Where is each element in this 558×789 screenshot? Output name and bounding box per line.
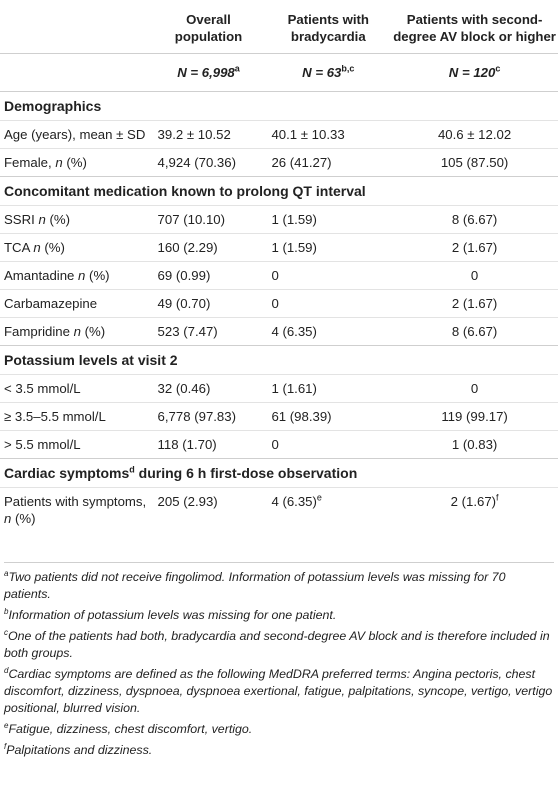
section-demographics: Demographics <box>0 91 558 121</box>
header-n-overall: N = 6,998a <box>151 53 266 92</box>
header-overall: Overall population <box>174 12 243 44</box>
header-n-av-block: N = 120c <box>391 53 558 92</box>
header-av-block: Patients with second-degree AV block or … <box>393 12 556 44</box>
table-row-symptoms: Patients with symptoms, n (%) 205 (2.93)… <box>0 487 558 532</box>
table-row-potassium-high: > 5.5 mmol/L 118 (1.70) 0 1 (0.83) <box>0 430 558 459</box>
footnote-b: bInformation of potassium levels was mis… <box>4 606 337 622</box>
section-cardiac: Cardiac symptomsd during 6 h first-dose … <box>0 458 558 488</box>
footnote-f: fPalpitations and dizziness. <box>4 741 153 757</box>
data-table: Overall population Patients with bradyca… <box>0 0 558 532</box>
header-n-row: N = 6,998a N = 63b,c N = 120c <box>0 53 558 92</box>
header-bradycardia: Patients with bradycardia <box>287 12 369 44</box>
section-potassium: Potassium levels at visit 2 <box>0 345 558 375</box>
footnote-d: dCardiac symptoms are defined as the fol… <box>4 665 553 715</box>
table-row-female: Female, n (%) 4,924 (70.36) 26 (41.27) 1… <box>0 148 558 177</box>
table-row-ssri: SSRI n (%) 707 (10.10) 1 (1.59) 8 (6.67) <box>0 205 558 234</box>
table-row-age: Age (years), mean ± SD 39.2 ± 10.52 40.1… <box>0 120 558 149</box>
footnote-c: cOne of the patients had both, bradycard… <box>4 627 550 660</box>
table-row-carbamazepine: Carbamazepine 49 (0.70) 0 2 (1.67) <box>0 289 558 318</box>
table-row-fampridine: Fampridine n (%) 523 (7.47) 4 (6.35) 8 (… <box>0 317 558 346</box>
section-medication: Concomitant medication known to prolong … <box>0 176 558 206</box>
header-empty <box>0 0 152 54</box>
table-row-amantadine: Amantadine n (%) 69 (0.99) 0 0 <box>0 261 558 290</box>
table-row-tca: TCA n (%) 160 (2.29) 1 (1.59) 2 (1.67) <box>0 233 558 262</box>
header-row: Overall population Patients with bradyca… <box>0 0 558 54</box>
table-row-potassium-mid: ≥ 3.5–5.5 mmol/L 6,778 (97.83) 61 (98.39… <box>0 402 558 431</box>
footnote-e: eFatigue, dizziness, chest discomfort, v… <box>4 720 253 736</box>
header-n-bradycardia: N = 63b,c <box>265 53 392 92</box>
footnote-a: aTwo patients did not receive fingolimod… <box>4 568 506 601</box>
table-row-potassium-low: < 3.5 mmol/L 32 (0.46) 1 (1.61) 0 <box>0 374 558 403</box>
footnotes: aTwo patients did not receive fingolimod… <box>4 562 554 763</box>
